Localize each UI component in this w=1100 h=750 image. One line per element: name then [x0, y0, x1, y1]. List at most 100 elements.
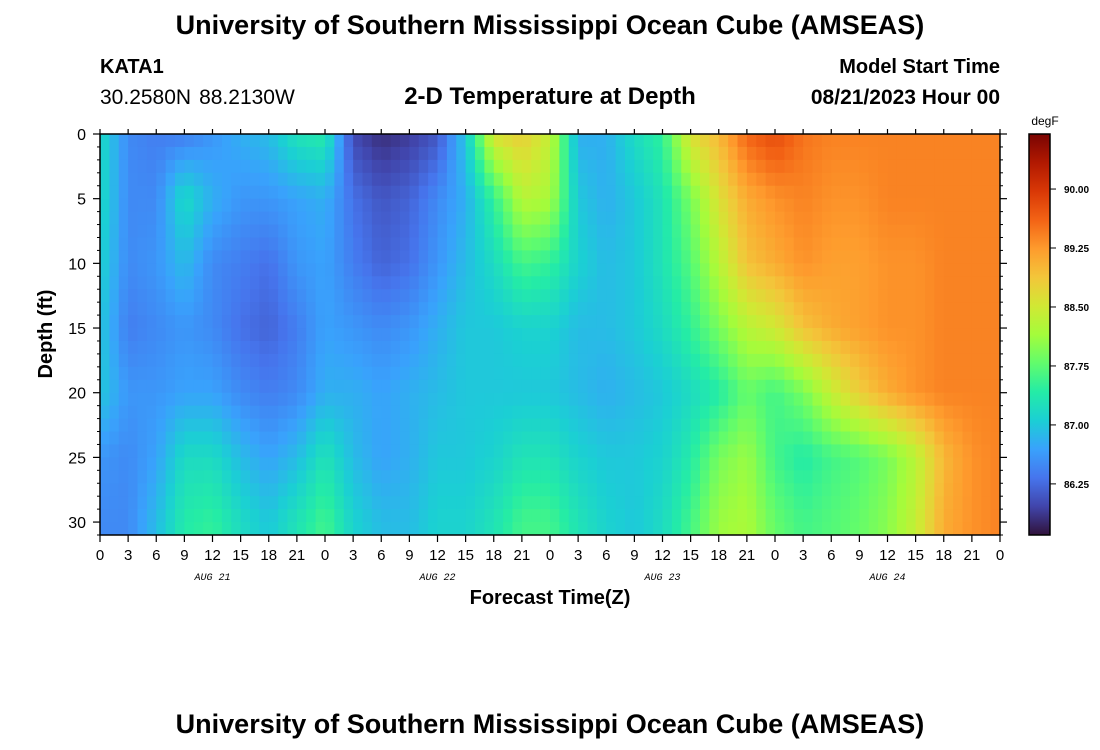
heatmap-cell	[568, 483, 579, 497]
heatmap-cell	[221, 185, 232, 200]
heatmap-cell	[803, 211, 814, 226]
heatmap-cell	[250, 522, 260, 535]
heatmap-cell	[559, 379, 570, 394]
heatmap-cell	[128, 289, 139, 303]
heatmap-cell	[446, 276, 457, 290]
heatmap-cell	[662, 198, 673, 213]
heatmap-cell	[559, 405, 570, 420]
heatmap-cell	[371, 379, 382, 394]
heatmap-cell	[306, 366, 317, 381]
heatmap-cell	[212, 302, 223, 316]
heatmap-cell	[540, 353, 551, 368]
heatmap-cell	[925, 276, 935, 290]
heatmap-cell	[840, 392, 851, 407]
heatmap-cell	[531, 392, 542, 407]
heatmap-cell	[156, 405, 167, 420]
heatmap-cell	[503, 134, 514, 148]
heatmap-cell	[690, 224, 701, 239]
heatmap-cell	[821, 328, 832, 342]
heatmap-cell	[390, 379, 401, 394]
heatmap-cell	[606, 509, 617, 523]
heatmap-cell	[746, 159, 757, 174]
heatmap-cell	[784, 198, 795, 213]
heatmap-cell	[231, 353, 242, 368]
heatmap-cell	[409, 185, 420, 200]
heatmap-cell	[465, 146, 476, 161]
heatmap-cell	[512, 444, 523, 458]
heatmap-cell	[934, 276, 945, 290]
heatmap-cell	[231, 340, 242, 355]
heatmap-cell	[362, 418, 373, 433]
heatmap-cell	[362, 237, 373, 252]
heatmap-cell	[859, 185, 870, 200]
heatmap-cell	[156, 392, 167, 407]
heatmap-cell	[896, 185, 907, 200]
heatmap-cell	[606, 276, 617, 290]
heatmap-cell	[756, 431, 767, 446]
heatmap-cell	[306, 379, 317, 394]
heatmap-cell	[653, 496, 664, 510]
heatmap-cell	[653, 276, 664, 290]
heatmap-cell	[887, 250, 898, 264]
heatmap-cell	[371, 185, 382, 200]
heatmap-cell	[212, 353, 223, 368]
heatmap-cell	[896, 315, 907, 329]
heatmap-cell	[821, 496, 832, 510]
heatmap-cell	[446, 159, 457, 174]
heatmap-cell	[203, 457, 214, 471]
heatmap-cell	[981, 483, 992, 497]
heatmap-cell	[606, 405, 617, 420]
heatmap-cell	[475, 392, 485, 407]
heatmap-cell	[484, 198, 495, 213]
heatmap-cell	[718, 328, 729, 342]
heatmap-cell	[493, 328, 504, 342]
heatmap-cell	[718, 509, 729, 523]
heatmap-cell	[878, 509, 889, 523]
heatmap-cell	[765, 431, 776, 446]
heatmap-cell	[615, 185, 626, 200]
heatmap-cell	[821, 340, 832, 355]
heatmap-cell	[343, 366, 354, 381]
heatmap-cell	[568, 457, 579, 471]
heatmap-cell	[671, 328, 682, 342]
heatmap-cell	[221, 159, 232, 174]
heatmap-cell	[100, 276, 110, 290]
heatmap-cell	[850, 392, 860, 407]
heatmap-cell	[268, 224, 279, 239]
heatmap-cell	[531, 509, 542, 523]
heatmap-cell	[643, 470, 654, 484]
heatmap-cell	[362, 250, 373, 264]
heatmap-cell	[221, 379, 232, 394]
heatmap-cell	[765, 353, 776, 368]
heatmap-cell	[615, 250, 626, 264]
heatmap-cell	[793, 405, 804, 420]
heatmap-cell	[512, 185, 523, 200]
heatmap-cell	[146, 431, 157, 446]
heatmap-cell	[193, 405, 204, 420]
heatmap-cell	[896, 444, 907, 458]
heatmap-cell	[221, 340, 232, 355]
heatmap-cell	[465, 509, 476, 523]
heatmap-cell	[840, 522, 851, 535]
heatmap-cell	[868, 134, 879, 148]
heatmap-cell	[156, 172, 167, 187]
heatmap-cell	[446, 237, 457, 252]
heatmap-cell	[475, 470, 485, 484]
heatmap-cell	[259, 172, 270, 187]
heatmap-cell	[896, 483, 907, 497]
heatmap-cell	[456, 172, 467, 187]
heatmap-cell	[709, 431, 720, 446]
heatmap-cell	[953, 159, 964, 174]
heatmap-cell	[428, 392, 439, 407]
heatmap-cell	[343, 315, 354, 329]
heatmap-cell	[625, 392, 635, 407]
heatmap-cell	[840, 159, 851, 174]
heatmap-cell	[840, 444, 851, 458]
heatmap-cell	[203, 159, 214, 174]
heatmap-cell	[606, 211, 617, 226]
heatmap-cell	[756, 276, 767, 290]
heatmap-cell	[118, 328, 129, 342]
heatmap-cell	[793, 315, 804, 329]
x-tick-label: 12	[879, 547, 896, 564]
heatmap-cell	[231, 237, 242, 252]
